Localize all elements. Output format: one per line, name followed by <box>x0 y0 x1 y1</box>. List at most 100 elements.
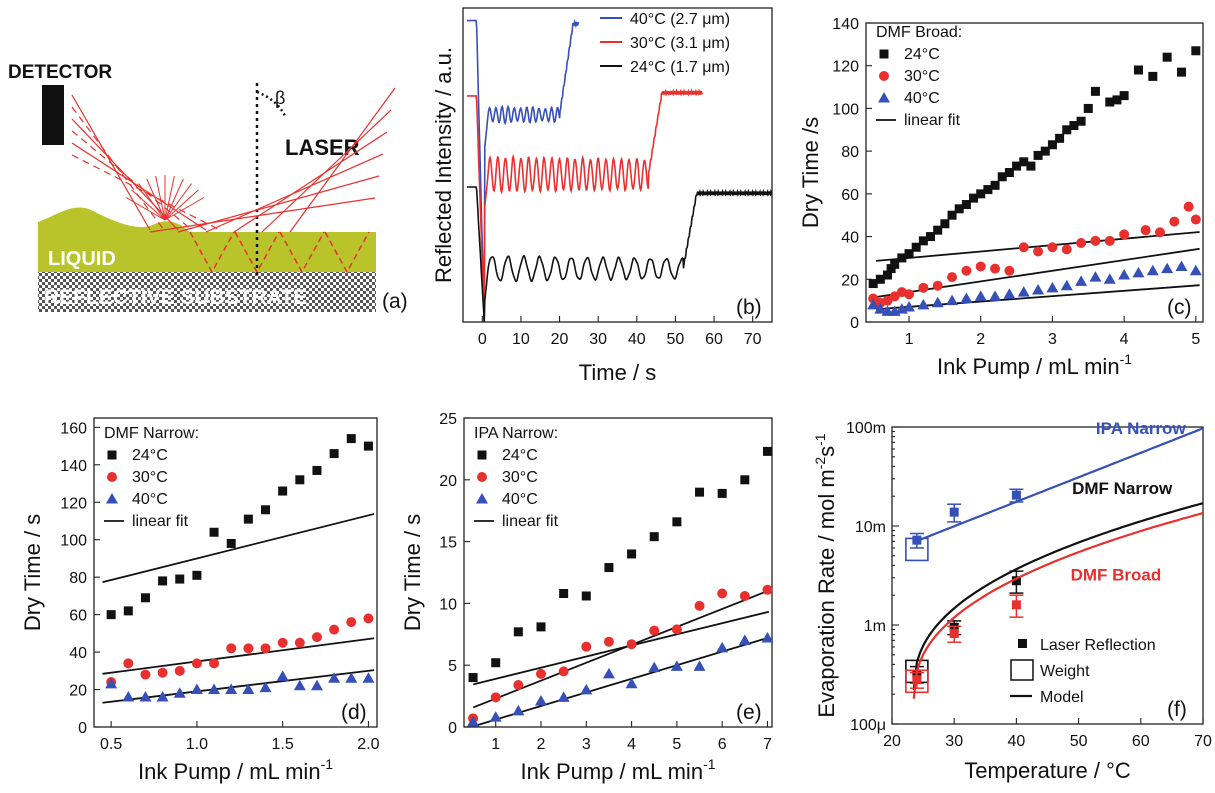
data-point <box>670 660 683 671</box>
laser-point <box>949 629 959 639</box>
data-point <box>140 669 151 680</box>
x-tick-label: 20 <box>551 331 569 348</box>
x-axis-label: Ink Pump / mL min-1 <box>937 351 1132 379</box>
legend-label: 24°C <box>132 447 168 464</box>
x-tick-label: 5 <box>672 736 681 753</box>
data-point <box>1103 273 1116 284</box>
laser-beams <box>71 87 396 274</box>
data-point <box>1175 260 1188 271</box>
y-tick-label: 0 <box>448 720 457 737</box>
legend-label: linear fit <box>904 112 961 129</box>
data-point <box>175 574 185 584</box>
legend-label: Weight <box>1040 663 1090 680</box>
curve-label: DMF Broad <box>1071 566 1162 585</box>
data-point <box>875 274 885 284</box>
legend-marker <box>878 92 890 103</box>
data-point <box>602 667 615 679</box>
data-point <box>627 549 637 559</box>
detector-icon <box>42 85 64 145</box>
liquid-label: LIQUID <box>48 248 116 270</box>
panel-label: (d) <box>341 701 367 724</box>
legend-marker <box>1010 659 1034 681</box>
data-point <box>293 679 306 691</box>
data-point <box>975 261 986 272</box>
substrate-reflection-beam <box>324 231 370 274</box>
plot-frame <box>463 417 773 728</box>
data-point <box>260 643 271 654</box>
legend-marker <box>106 493 118 504</box>
data-point <box>346 617 357 628</box>
data-point <box>242 683 255 695</box>
plot-frame <box>462 7 773 323</box>
y-tick-label: 140 <box>832 16 859 33</box>
legend-label: linear fit <box>132 513 189 530</box>
data-point <box>156 691 169 702</box>
legend-marker <box>477 450 487 460</box>
legend-title: IPA Narrow: <box>474 425 558 442</box>
data-point <box>581 641 592 652</box>
y-tick-label: 80 <box>69 570 87 587</box>
data-point <box>976 189 986 199</box>
data-point <box>209 658 220 669</box>
data-point <box>1090 235 1101 246</box>
data-point <box>1046 281 1059 293</box>
data-point <box>671 624 682 635</box>
data-point <box>1019 157 1029 167</box>
data-point <box>961 265 972 276</box>
data-point <box>226 643 237 654</box>
data-point <box>648 661 661 673</box>
data-point <box>604 563 614 573</box>
plot-frame <box>865 22 1204 323</box>
y-tick-label: 10m <box>855 519 886 536</box>
legend-label: 40°C <box>502 491 538 508</box>
y-tick-label: 40 <box>69 645 87 662</box>
legend-marker <box>879 49 889 59</box>
x-tick-label: 4 <box>1120 331 1129 348</box>
legend-title: DMF Broad: <box>876 24 962 41</box>
y-tick-label: 40 <box>841 230 859 247</box>
y-tick-label: 10 <box>439 596 457 613</box>
data-point <box>989 290 1002 301</box>
data-point <box>649 625 660 636</box>
data-point <box>990 180 1000 190</box>
legend-label: 40°C <box>904 90 940 107</box>
y-tick-label: 100 <box>60 533 87 550</box>
detector-label: DETECTOR <box>8 62 112 83</box>
plot-b: 0 10 20 30 40 50 60 70 Time / s Reflected Intensi… <box>431 7 773 385</box>
data-point <box>1112 95 1122 105</box>
legend-title: DMF Narrow: <box>104 425 199 442</box>
data-point <box>535 695 547 706</box>
data-point <box>277 637 288 648</box>
x-tick-label: 0.5 <box>100 736 122 753</box>
data-point <box>123 606 133 616</box>
data-point <box>918 282 929 293</box>
x-axis-label: Ink Pump / mL min-1 <box>138 756 333 784</box>
data-point <box>1146 264 1159 276</box>
data-point <box>990 263 1001 274</box>
data-point <box>997 172 1007 182</box>
legend-marker <box>107 450 117 460</box>
scattered-beam <box>146 178 166 221</box>
data-point <box>243 514 253 524</box>
data-point <box>345 672 358 683</box>
legend-label: 40°C <box>132 491 168 508</box>
laser-point <box>1011 600 1021 610</box>
y-tick-label: 15 <box>439 535 457 552</box>
data-point <box>312 465 322 475</box>
model-curve <box>916 427 1204 543</box>
data-point <box>1033 150 1043 160</box>
linear-fit-line <box>472 589 770 709</box>
legend-label: 30°C <box>904 68 940 85</box>
data-point <box>911 242 921 252</box>
data-point <box>1047 242 1058 253</box>
data-point <box>1189 264 1202 276</box>
y-tick-label: 80 <box>841 144 859 161</box>
reflected-beam <box>71 130 193 231</box>
data-point <box>1191 46 1201 56</box>
data-point <box>626 639 637 650</box>
x-axis-label: Temperature / °C <box>964 758 1131 783</box>
y-tick-label: 100 <box>832 101 859 118</box>
y-tick-label: 20 <box>439 473 457 490</box>
y-axis-label: Dry Time /s <box>798 117 823 228</box>
data-point <box>158 576 168 586</box>
